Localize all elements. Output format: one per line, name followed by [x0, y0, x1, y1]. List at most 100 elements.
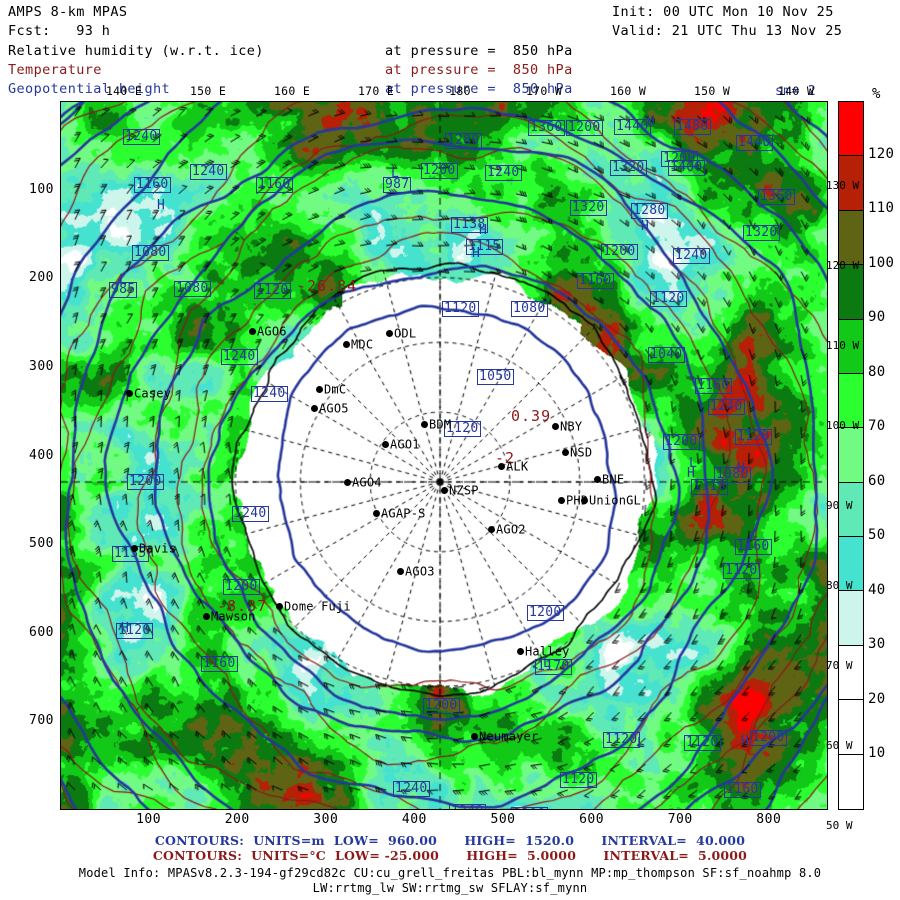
y-tick-400: 400: [29, 447, 54, 463]
gph-contour-label: 1200: [566, 120, 603, 136]
station-AGO3: AGO3: [397, 564, 435, 579]
station-label: AGO6: [257, 324, 287, 339]
station-dot-icon: [488, 526, 495, 533]
field-gph-label: Geopotential height: [8, 81, 171, 97]
station-dot-icon: [311, 405, 318, 412]
gph-contour-label: 1360: [758, 189, 795, 205]
init-time: Init: 00 UTC Mon 10 Nov 25: [612, 4, 834, 20]
x-tick-300: 300: [313, 812, 339, 827]
colorbar-segment-3: [839, 265, 863, 320]
cb-lon-70-W: 70 W: [826, 659, 853, 672]
lon-tick-150-W: 150 W: [693, 84, 731, 98]
station-dot-icon: [343, 341, 350, 348]
station-dot-icon: [382, 441, 389, 448]
gph-contour-label: 1240: [673, 248, 710, 264]
station-Mawson: Mawson: [203, 609, 256, 624]
gph-contour-label: 1120: [444, 421, 481, 437]
colorbar-segment-5: [839, 373, 863, 429]
station-dot-icon: [562, 449, 569, 456]
station-dot-icon: [131, 545, 138, 552]
model-info-line-2: LW:rrtmg_lw SW:rrtmg_sw SFLAY:sf_mynn: [312, 881, 588, 895]
y-tick-500: 500: [29, 536, 54, 552]
station-label: BDM: [429, 417, 452, 432]
temperature-value-label: -26.84: [297, 277, 358, 295]
station-AGAP-S: AGAP-S: [373, 506, 426, 521]
station-dot-icon: [386, 330, 393, 337]
gph-contour-label: 1160: [256, 177, 293, 193]
station-ALK: ALK: [498, 459, 528, 474]
station-dot-icon: [441, 487, 448, 494]
temp-contour-info: CONTOURS: UNITS=°C LOW= -25.000 HIGH= 5.…: [152, 848, 748, 863]
gph-contour-label: 987: [383, 177, 412, 193]
station-label: Dome Fuji: [284, 599, 351, 614]
station-label: UnionGL: [589, 493, 641, 508]
y-tick-700: 700: [29, 713, 54, 729]
station-label: ODL: [394, 326, 417, 341]
station-dot-icon: [203, 613, 210, 620]
station-Casey: Casey: [126, 386, 171, 401]
station-Neumayer: Neumayer: [471, 729, 538, 744]
colorbar-segment-7: [839, 482, 863, 537]
station-ODL: ODL: [386, 326, 416, 341]
wind-barb-scale: sm= 2: [775, 84, 817, 99]
colorbar-segment-2: [839, 210, 863, 266]
colorbar-unit-label: %: [872, 86, 881, 102]
gph-contour-label: 1240: [708, 399, 745, 415]
station-NSD: NSD: [562, 445, 592, 460]
x-tick-800: 800: [756, 812, 782, 827]
colorbar-tick-10: 10: [868, 745, 886, 762]
lon-tick-180: 180: [449, 84, 471, 98]
gph-contour-label: 1240: [190, 164, 227, 180]
colorbar-tick-30: 30: [868, 636, 886, 653]
gph-contour-label: 1320: [570, 200, 607, 216]
lon-tick-140-E: 140 E: [105, 84, 143, 98]
gph-contour-label: 1240: [251, 386, 288, 402]
station-Davis: Davis: [131, 541, 176, 556]
station-label: NSD: [570, 445, 593, 460]
gph-contour-label: 1120: [116, 623, 153, 639]
gph-contour-label: 1360: [528, 120, 565, 136]
cb-lon-120-W: 120 W: [826, 259, 860, 272]
colorbar-tick-40: 40: [868, 581, 886, 598]
gph-contour-label: 1200: [661, 151, 698, 167]
y-tick-600: 600: [29, 624, 54, 640]
gph-pressure-level: at pressure = 850 hPa: [385, 81, 573, 97]
gph-contour-label: 1080: [132, 245, 169, 261]
cb-lon-90-W: 90 W: [826, 499, 853, 512]
gph-contour-label: 1080: [714, 467, 751, 483]
station-dot-icon: [421, 421, 428, 428]
gph-contour-label: 1200: [421, 163, 458, 179]
station-AGO2: AGO2: [488, 522, 526, 537]
gph-contour-info: CONTOURS: UNITS=m LOW= 960.00 HIGH= 1520…: [154, 833, 746, 848]
station-label: AGO2: [496, 522, 526, 537]
station-label: AGO5: [319, 401, 349, 416]
station-label: ALK: [506, 459, 529, 474]
station-label: Halley: [525, 644, 570, 659]
gph-contour-label: 1080: [174, 281, 211, 297]
gph-contour-label: 1320: [743, 225, 780, 241]
y-tick-200: 200: [29, 270, 54, 286]
station-AGO4: AGO4: [344, 475, 382, 490]
station-label: NBY: [560, 419, 583, 434]
y-tick-300: 300: [29, 359, 54, 374]
high-center-marker: H: [687, 466, 695, 481]
gph-contour-label: 1050: [477, 369, 514, 385]
gph-contour-label: 1200: [750, 730, 787, 746]
lon-tick-140-W: 140 W: [777, 84, 815, 98]
colorbar-segment-9: [839, 591, 863, 646]
high-center-marker: H: [472, 246, 480, 261]
lon-tick-170-W: 170 W: [525, 84, 563, 98]
gph-contour-label: 1240: [485, 165, 522, 181]
rh-pressure-level: at pressure = 850 hPa: [385, 43, 573, 59]
gph-contour-label: 1200: [601, 244, 638, 260]
station-label: Casey: [134, 386, 172, 401]
colorbar-tick-50: 50: [868, 527, 886, 544]
rh-colorbar[interactable]: [838, 101, 864, 810]
low-center-marker: L: [689, 456, 697, 471]
station-AGO6: AGO6: [249, 324, 287, 339]
station-dot-icon: [397, 568, 404, 575]
map-plot-area[interactable]: 1240 1160 1080 985 1080 1160 1115 987 1200 1200 11…: [60, 101, 828, 810]
station-dot-icon: [344, 479, 351, 486]
y-tick-100: 100: [29, 181, 54, 197]
station-label: Mawson: [211, 609, 256, 624]
